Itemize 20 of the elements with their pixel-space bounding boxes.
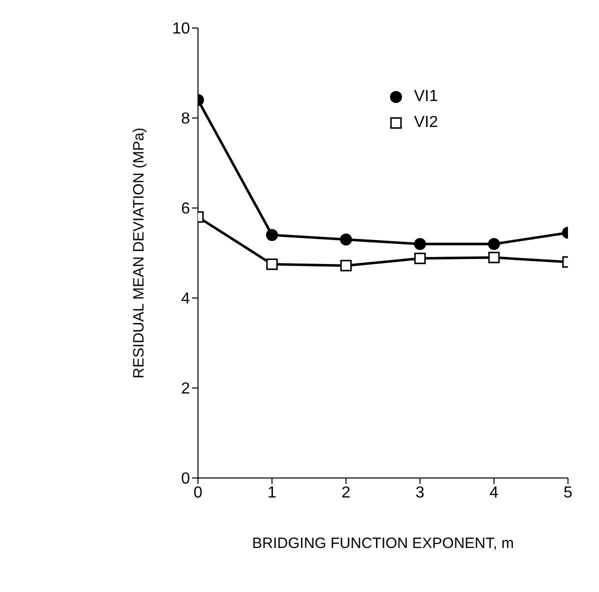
x-tick-label: 1 xyxy=(268,484,277,502)
x-tick-label: 0 xyxy=(194,484,203,502)
y-axis-title: RESIDUAL MEAN DEVIATION (MPa) xyxy=(130,128,148,378)
point xyxy=(340,234,352,246)
y-tick-label: 10 xyxy=(172,20,190,38)
x-tick-label: 4 xyxy=(490,484,499,502)
x-tick-label: 2 xyxy=(342,484,351,502)
point xyxy=(340,260,352,272)
point xyxy=(414,252,426,264)
legend-label: VI1 xyxy=(414,88,438,106)
y-tick-label: 6 xyxy=(181,200,190,218)
x-axis-title: BRIDGING FUNCTION EXPONENT, m xyxy=(252,535,514,552)
x-tick-label: 5 xyxy=(564,484,573,502)
legend-label: VI2 xyxy=(414,114,438,132)
y-tick-label: 8 xyxy=(181,110,190,128)
x-tick-label: 3 xyxy=(416,484,425,502)
point xyxy=(414,238,426,250)
y-tick-label: 2 xyxy=(181,380,190,398)
y-tick-label: 0 xyxy=(181,470,190,488)
y-tick-label: 4 xyxy=(181,290,190,308)
